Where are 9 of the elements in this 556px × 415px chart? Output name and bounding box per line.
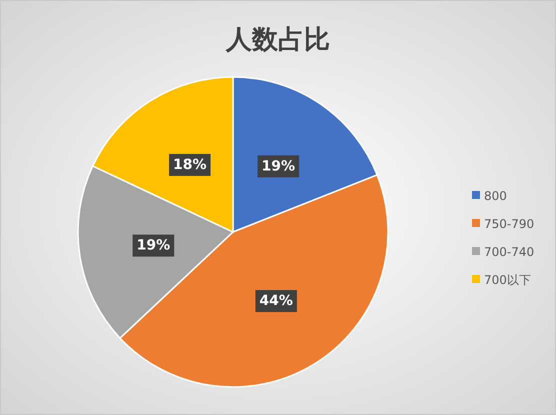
legend-label: 700以下 (484, 273, 531, 287)
chart-title: 人数占比 (225, 25, 330, 55)
data-label: 19% (136, 238, 170, 254)
data-label: 19% (262, 158, 296, 174)
data-label: 44% (259, 293, 293, 310)
legend-label: 700-740 (484, 245, 534, 259)
slice-label: 750-790 (484, 217, 534, 231)
data-label: 18% (173, 156, 207, 173)
legend-label: 800 (484, 189, 507, 203)
